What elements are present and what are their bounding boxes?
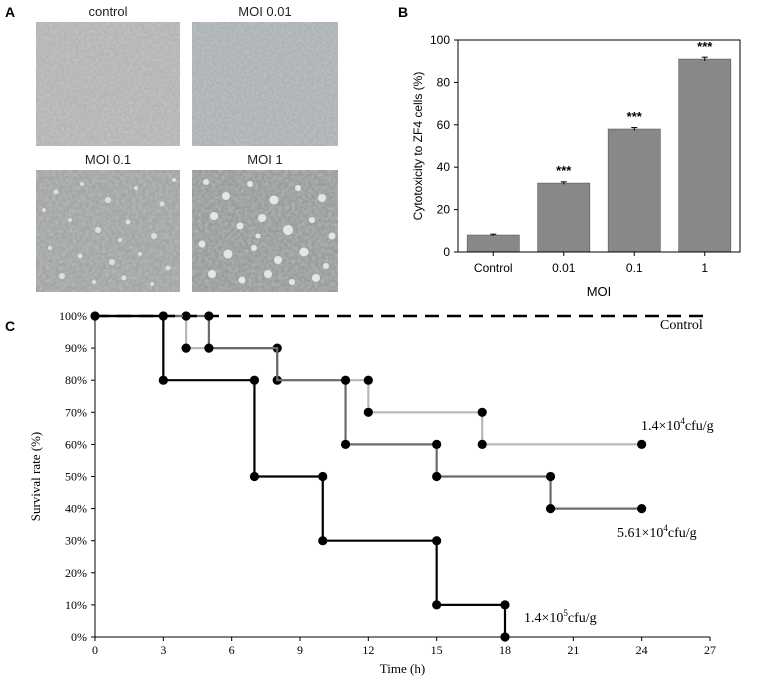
- y-tick-label-10: 100%: [59, 309, 87, 323]
- y-tick-label-2: 20%: [65, 566, 87, 580]
- series-2-marker-7: [545, 504, 556, 514]
- series-3-marker-2: [158, 375, 168, 385]
- series-1-marker-4: [363, 375, 373, 385]
- y-tick-label-2: 40: [437, 160, 451, 174]
- bar-1: [537, 182, 591, 253]
- y-tick-label-3: 60: [437, 118, 451, 132]
- x-tick-label-7: 21: [567, 643, 579, 657]
- series-2-marker-6: [545, 471, 556, 482]
- series-1-marker-7: [477, 439, 487, 449]
- y-tick-label-6: 60%: [65, 437, 87, 451]
- series-label-2-main: 5.61×10: [617, 526, 663, 541]
- survival-curve-chart: 0% 10% 20% 30% 40% 50% 60% 70% 80% 90% 100% 0 3 6 9 12 1…: [28, 309, 716, 676]
- series-2-marker-8: [637, 504, 647, 514]
- micrograph-control-image: [36, 22, 180, 146]
- x-tick-label-3: 1: [701, 261, 708, 275]
- y-tick-label-0: 0%: [71, 630, 87, 644]
- micrograph-label-moi-001: MOI 0.01: [238, 4, 292, 19]
- x-tick-label-5: 15: [431, 643, 443, 657]
- series-3-marker-9: [500, 600, 510, 610]
- y-tick-label-9: 90%: [65, 341, 87, 355]
- micrograph-label-control: control: [88, 4, 128, 19]
- series-label-2: 5.61×104cfu/g: [617, 523, 697, 541]
- x-tick-label-4: 12: [362, 643, 374, 657]
- series-1-marker-5: [363, 407, 373, 417]
- cytotoxicity-bar-chart: Control *** 0.01 *** 0.1 *** 1 0 20 40 60 80 100 MOI C…: [411, 33, 741, 299]
- bar-3: [678, 58, 732, 253]
- y-tick-label-0: 0: [443, 245, 450, 259]
- series-label-1-main: 1.4×10: [641, 419, 680, 434]
- x-tick-label-8: 24: [636, 643, 648, 657]
- micrograph-moi-001-image: [192, 22, 338, 146]
- series-label-1-unit: cfu/g: [685, 419, 714, 434]
- bar-0: [466, 234, 520, 253]
- series-3-marker-4: [249, 471, 260, 482]
- micrograph-moi-1-image: [192, 170, 338, 292]
- series-3-marker-10: [500, 632, 510, 642]
- series-label-3-exponent: 5: [563, 608, 568, 618]
- micrograph-moi-01: [36, 170, 180, 292]
- plot-frame: [457, 39, 741, 253]
- y-tick-label-3: 30%: [65, 534, 87, 548]
- x-tick-label-2: 0.1: [626, 261, 643, 275]
- panel-c-letter: C: [5, 318, 16, 334]
- series-label-3-unit: cfu/g: [568, 611, 597, 626]
- significance-label-1: ***: [556, 163, 572, 178]
- panel-b-letter: B: [398, 4, 409, 20]
- series-2-marker-3: [340, 439, 351, 449]
- x-tick-label-3: 9: [297, 643, 303, 657]
- series-2-marker-5: [432, 471, 442, 482]
- series-2-marker-1: [204, 343, 214, 353]
- significance-label-3: ***: [697, 39, 713, 54]
- series-line-2: [95, 314, 642, 510]
- series-label-1-exponent: 4: [680, 416, 685, 426]
- series-label-1: 1.4×104cfu/g: [641, 416, 714, 434]
- y-tick-label-5: 100: [430, 33, 450, 47]
- x-tick-label-6: 18: [499, 643, 511, 657]
- series-3-marker-6: [318, 536, 328, 546]
- y-tick-label-4: 40%: [65, 502, 87, 516]
- y-tick-label-1: 10%: [65, 598, 87, 612]
- micrograph-label-moi-1: MOI 1: [247, 152, 283, 167]
- series-1-marker-6: [477, 407, 487, 417]
- y-tick-label-1: 20: [437, 203, 451, 217]
- x-tick-label-1: 0.01: [552, 261, 576, 275]
- y-axis-label: Cytotoxicity to ZF4 cells (%): [411, 72, 425, 221]
- series-1-marker-8: [637, 439, 647, 449]
- series-label-3-main: 1.4×10: [524, 611, 563, 626]
- micrograph-moi-001: [192, 22, 338, 146]
- series-3-marker-3: [249, 375, 260, 385]
- series-label-control: Control: [660, 318, 703, 333]
- y-tick-label-8: 80%: [65, 373, 87, 387]
- micrograph-moi-01-image: [36, 170, 180, 292]
- panel-a-letter: A: [5, 4, 16, 20]
- series-2-marker-4: [432, 439, 442, 449]
- series-label-3: 1.4×105cfu/g: [524, 608, 597, 626]
- series-3-marker-7: [432, 536, 442, 546]
- bar-2: [607, 128, 661, 253]
- series-3-marker-5: [318, 471, 328, 482]
- series-label-2-unit: cfu/g: [668, 526, 697, 541]
- series-3-marker-8: [432, 600, 442, 610]
- x-tick-label-1: 3: [160, 643, 166, 657]
- x-axis-label: MOI: [587, 284, 612, 299]
- micrograph-control: [36, 22, 180, 146]
- y-axis-label: Survival rate (%): [28, 432, 43, 522]
- micrograph-label-moi-01: MOI 0.1: [84, 152, 132, 167]
- x-axis-label: Time (h): [380, 661, 425, 676]
- series-1-marker-1: [181, 343, 191, 353]
- y-tick-label-4: 80: [437, 75, 451, 89]
- y-tick-label-7: 70%: [65, 405, 87, 419]
- y-tick-label-5: 50%: [65, 470, 87, 484]
- x-tick-label-0: 0: [92, 643, 98, 657]
- series-2-marker-2: [340, 375, 351, 385]
- micrograph-moi-1: [192, 170, 338, 292]
- x-tick-label-9: 27: [704, 643, 716, 657]
- x-tick-label-2: 6: [229, 643, 235, 657]
- significance-label-2: ***: [627, 109, 643, 124]
- series-label-2-exponent: 4: [663, 523, 668, 533]
- x-tick-label-0: Control: [474, 261, 513, 275]
